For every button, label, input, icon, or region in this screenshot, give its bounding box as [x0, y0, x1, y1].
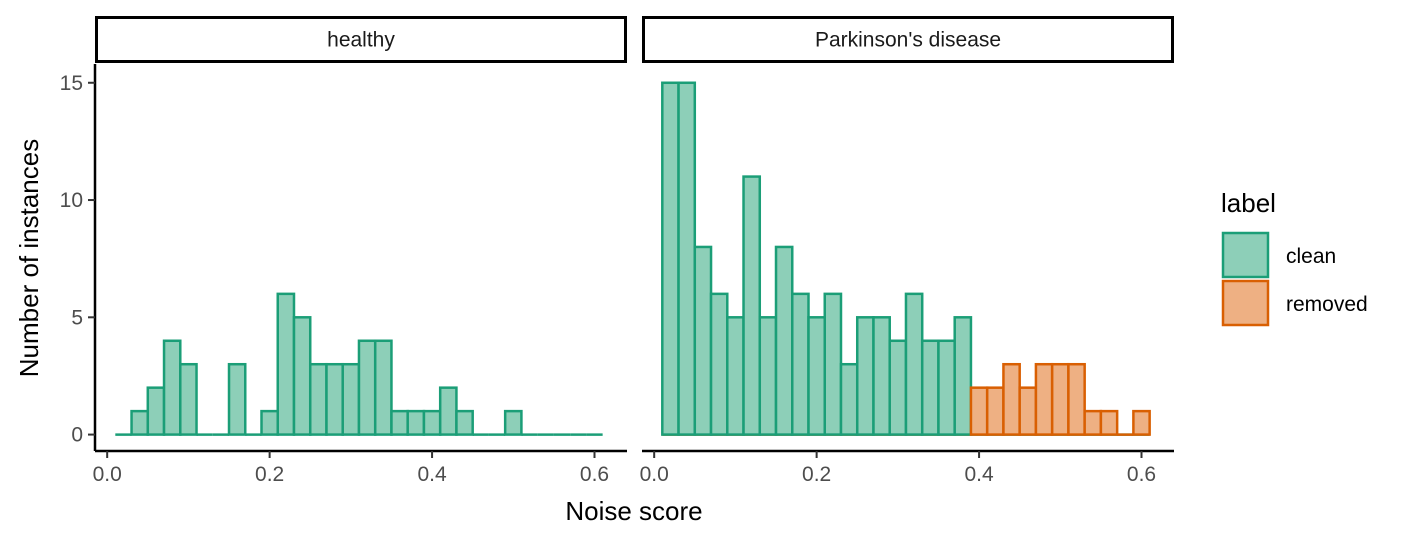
histogram-bar [438, 386, 458, 436]
histogram-bar [985, 386, 1005, 436]
histogram-bar [373, 339, 393, 436]
legend-swatch [1221, 231, 1270, 279]
histogram-bar [276, 292, 296, 436]
x-tick-label: 0.0 [93, 463, 122, 486]
histogram-bar [969, 386, 989, 436]
histogram-bar [839, 362, 859, 436]
histogram-bar [791, 292, 810, 436]
histogram-bar [260, 409, 279, 436]
histogram-bar [726, 316, 745, 436]
histogram-bar [1132, 409, 1151, 436]
facet-strip [642, 16, 1174, 63]
histogram-bar [953, 316, 973, 436]
histogram-bar [742, 175, 762, 436]
legend: label clean removed [1221, 188, 1368, 327]
x-tick-label: 0.2 [255, 463, 284, 486]
histogram-bar [823, 292, 843, 436]
histogram-bar [146, 386, 166, 436]
histogram-bars [115, 292, 603, 436]
histogram-bar [774, 245, 794, 436]
y-tick-label: 5 [71, 306, 83, 329]
histogram-bar [709, 292, 729, 436]
histogram-bar [888, 339, 908, 436]
legend-swatch [1221, 279, 1270, 327]
x-tick-label: 0.2 [802, 463, 831, 486]
histogram-bar [422, 409, 442, 436]
histogram-bar [455, 409, 474, 436]
x-tick-label: 0.4 [964, 463, 994, 486]
y-axis-title: Number of instances [14, 139, 44, 377]
legend-label: clean [1286, 245, 1336, 268]
histogram-bar [807, 316, 826, 436]
histogram-bar [920, 339, 940, 436]
x-axis-title: Noise score [565, 496, 702, 526]
histogram-bar [1002, 362, 1021, 436]
facet-panel: Parkinson's disease 0.0 0.2 0.4 0.6 [640, 16, 1174, 486]
histogram-bar [357, 339, 377, 436]
histogram-bar [390, 409, 409, 436]
legend-title: label [1221, 188, 1276, 218]
histogram-bar [677, 81, 697, 436]
panels: healthy 0.0 0.2 0.4 0.6 0 5 10 15 Parkinson's dis… [60, 16, 1174, 486]
y-tick-label: 10 [60, 189, 83, 212]
histogram-bar [227, 362, 247, 436]
histogram-bar [1018, 386, 1038, 436]
histogram-bar [904, 292, 924, 436]
histogram-bar [1067, 362, 1086, 436]
histogram-bar [1083, 409, 1103, 436]
legend-entries: clean removed [1221, 231, 1368, 327]
x-tick-label: 0.4 [417, 463, 447, 486]
histogram-bar [341, 362, 361, 436]
histogram-bar [693, 245, 713, 436]
histogram-bar [872, 316, 891, 436]
y-tick-label: 15 [60, 72, 83, 95]
histogram-bar [292, 316, 312, 436]
legend-entry: removed [1221, 279, 1368, 327]
histogram-bar [661, 81, 680, 436]
legend-label: removed [1286, 293, 1368, 316]
histogram-bar [1050, 362, 1070, 436]
histogram-bar [325, 362, 344, 436]
histogram-bar [1034, 362, 1054, 436]
histogram-bar [130, 409, 150, 436]
y-tick-label: 0 [71, 424, 83, 447]
histogram-bar [855, 316, 875, 436]
histogram-bar [162, 339, 182, 436]
facet-strip-label: healthy [327, 29, 395, 52]
histogram-bar [758, 316, 778, 436]
histogram-bars [661, 81, 1151, 436]
histogram-bar [179, 362, 198, 436]
histogram-bar [503, 409, 523, 436]
facet-panel: healthy 0.0 0.2 0.4 0.6 0 5 10 15 [60, 16, 627, 486]
histogram-bar [1099, 409, 1119, 436]
x-tick-label: 0.6 [580, 463, 609, 486]
x-tick-label: 0.6 [1127, 463, 1156, 486]
facet-strip-label: Parkinson's disease [815, 29, 1001, 52]
legend-entry: clean [1221, 231, 1336, 279]
histogram-bar [308, 362, 328, 436]
histogram-bar [937, 339, 956, 436]
x-tick-label: 0.0 [640, 463, 669, 486]
histogram-bar [406, 409, 426, 436]
facet-strip [95, 16, 627, 63]
